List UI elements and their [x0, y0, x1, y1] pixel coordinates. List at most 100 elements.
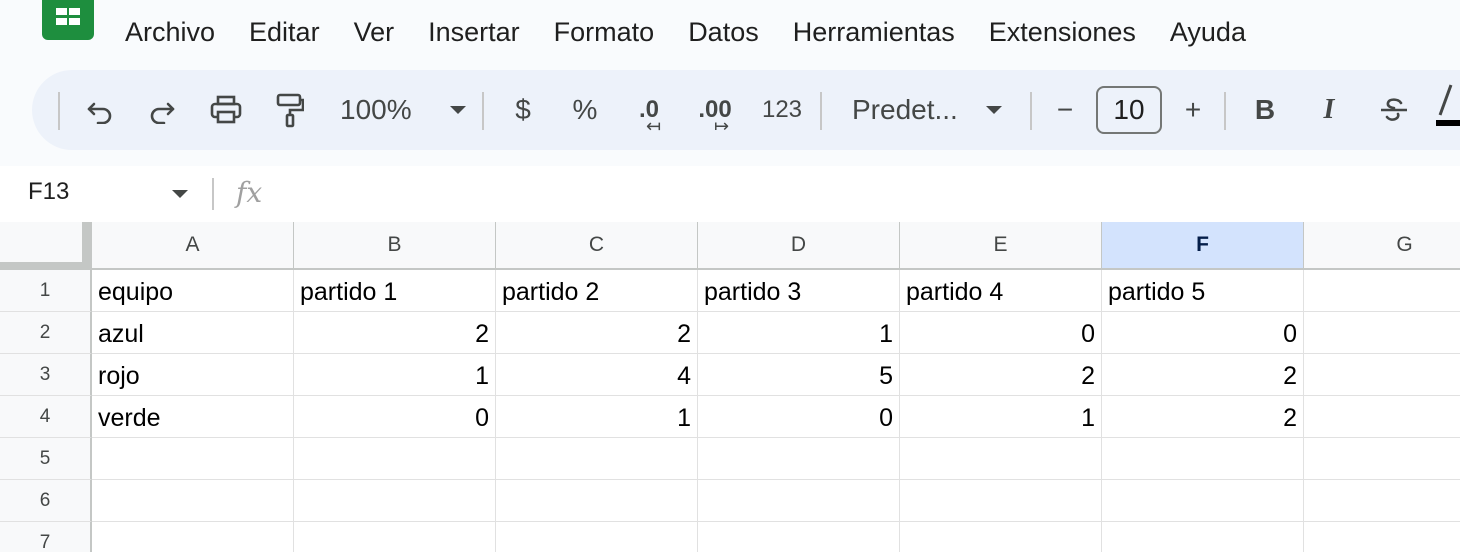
- cell-b2[interactable]: 2: [294, 312, 496, 354]
- menu-extensiones[interactable]: Extensiones: [988, 16, 1136, 47]
- cell-d4[interactable]: 0: [698, 396, 900, 438]
- cell-g5[interactable]: [1304, 438, 1460, 480]
- column-header-d[interactable]: D: [698, 222, 900, 270]
- cell-b7[interactable]: [294, 522, 496, 552]
- cell-d6[interactable]: [698, 480, 900, 522]
- cell-a5[interactable]: [92, 438, 294, 480]
- font-size-input[interactable]: 10: [1096, 86, 1162, 134]
- redo-icon: [150, 102, 175, 124]
- increase-font-size-button[interactable]: +: [1176, 70, 1210, 150]
- italic-button[interactable]: I: [1312, 70, 1346, 150]
- cell-c7[interactable]: [496, 522, 698, 552]
- cell-e7[interactable]: [900, 522, 1102, 552]
- column-header-e[interactable]: E: [900, 222, 1102, 270]
- menu-formato[interactable]: Formato: [553, 16, 655, 47]
- menu-archivo[interactable]: Archivo: [125, 16, 216, 47]
- cell-a4[interactable]: verde: [92, 396, 294, 438]
- name-box[interactable]: F13: [28, 178, 70, 205]
- more-formats-button[interactable]: 123: [756, 70, 808, 150]
- bold-button[interactable]: B: [1248, 70, 1282, 150]
- cell-b6[interactable]: [294, 480, 496, 522]
- freeze-row-handle[interactable]: [0, 262, 90, 270]
- column-header-a[interactable]: A: [92, 222, 294, 270]
- cell-g3[interactable]: [1304, 354, 1460, 396]
- row-header-1[interactable]: 1: [0, 270, 92, 312]
- cell-c2[interactable]: 2: [496, 312, 698, 354]
- column-header-f[interactable]: F: [1102, 222, 1304, 270]
- decrease-decimals-button[interactable]: .0 ↤: [628, 70, 670, 150]
- cell-a7[interactable]: [92, 522, 294, 552]
- cell-a3[interactable]: rojo: [92, 354, 294, 396]
- currency-format-button[interactable]: $: [506, 70, 540, 150]
- cell-f2[interactable]: 0: [1102, 312, 1304, 354]
- cell-d3[interactable]: 5: [698, 354, 900, 396]
- font-family-select[interactable]: Predet...: [844, 70, 1020, 150]
- chevron-down-icon[interactable]: [172, 190, 188, 198]
- cell-g4[interactable]: [1304, 396, 1460, 438]
- menu-datos[interactable]: Datos: [688, 16, 759, 47]
- cell-g7[interactable]: [1304, 522, 1460, 552]
- column-header-g[interactable]: G: [1304, 222, 1460, 270]
- cell-d7[interactable]: [698, 522, 900, 552]
- menu-ver[interactable]: Ver: [353, 16, 395, 47]
- row-header-4[interactable]: 4: [0, 396, 92, 438]
- row-header-5[interactable]: 5: [0, 438, 92, 480]
- cell-g1[interactable]: [1304, 270, 1460, 312]
- redo-button[interactable]: [142, 70, 182, 150]
- menu-insertar[interactable]: Insertar: [428, 16, 520, 47]
- formula-input[interactable]: [290, 174, 1440, 214]
- cell-f1[interactable]: partido 5: [1102, 270, 1304, 312]
- paint-format-button[interactable]: [270, 70, 310, 150]
- cell-g6[interactable]: [1304, 480, 1460, 522]
- cell-b4[interactable]: 0: [294, 396, 496, 438]
- cell-e6[interactable]: [900, 480, 1102, 522]
- decrease-font-size-button[interactable]: −: [1050, 70, 1080, 150]
- column-header-b[interactable]: B: [294, 222, 496, 270]
- text-color-button[interactable]: [1432, 70, 1460, 150]
- cell-e1[interactable]: partido 4: [900, 270, 1102, 312]
- toolbar-separator: [820, 92, 822, 130]
- cell-b5[interactable]: [294, 438, 496, 480]
- cell-e4[interactable]: 1: [900, 396, 1102, 438]
- row-header-3[interactable]: 3: [0, 354, 92, 396]
- cell-f5[interactable]: [1102, 438, 1304, 480]
- cell-e3[interactable]: 2: [900, 354, 1102, 396]
- menu-editar[interactable]: Editar: [249, 16, 320, 47]
- percent-format-button[interactable]: %: [568, 70, 602, 150]
- cell-a6[interactable]: [92, 480, 294, 522]
- cell-f7[interactable]: [1102, 522, 1304, 552]
- bold-icon: B: [1254, 94, 1276, 125]
- row-header-2[interactable]: 2: [0, 312, 92, 354]
- cell-f4[interactable]: 2: [1102, 396, 1304, 438]
- cell-d5[interactable]: [698, 438, 900, 480]
- cell-c1[interactable]: partido 2: [496, 270, 698, 312]
- cell-a2[interactable]: azul: [92, 312, 294, 354]
- print-button[interactable]: [204, 70, 248, 150]
- cell-c3[interactable]: 4: [496, 354, 698, 396]
- row-header-6[interactable]: 6: [0, 480, 92, 522]
- cell-d2[interactable]: 1: [698, 312, 900, 354]
- cell-f3[interactable]: 2: [1102, 354, 1304, 396]
- cell-f6[interactable]: [1102, 480, 1304, 522]
- cell-c4[interactable]: 1: [496, 396, 698, 438]
- cell-d1[interactable]: partido 3: [698, 270, 900, 312]
- cell-c5[interactable]: [496, 438, 698, 480]
- cell-b1[interactable]: partido 1: [294, 270, 496, 312]
- cell-b3[interactable]: 1: [294, 354, 496, 396]
- row-header-7[interactable]: 7: [0, 522, 92, 552]
- cell-a1[interactable]: equipo: [92, 270, 294, 312]
- column-header-c[interactable]: C: [496, 222, 698, 270]
- strikethrough-button[interactable]: [1376, 70, 1412, 150]
- zoom-select[interactable]: 100%: [332, 70, 472, 150]
- cell-e2[interactable]: 0: [900, 312, 1102, 354]
- text-color-letter-icon: [1438, 84, 1453, 116]
- cell-g2[interactable]: [1304, 312, 1460, 354]
- menu-ayuda[interactable]: Ayuda: [1169, 16, 1246, 47]
- cell-c6[interactable]: [496, 480, 698, 522]
- sheets-logo-icon[interactable]: [42, 0, 94, 40]
- cell-e5[interactable]: [900, 438, 1102, 480]
- increase-decimals-button[interactable]: .00 ↦: [692, 70, 738, 150]
- menu-herramientas[interactable]: Herramientas: [792, 16, 955, 47]
- freeze-column-handle[interactable]: [82, 222, 90, 268]
- undo-button[interactable]: [80, 70, 120, 150]
